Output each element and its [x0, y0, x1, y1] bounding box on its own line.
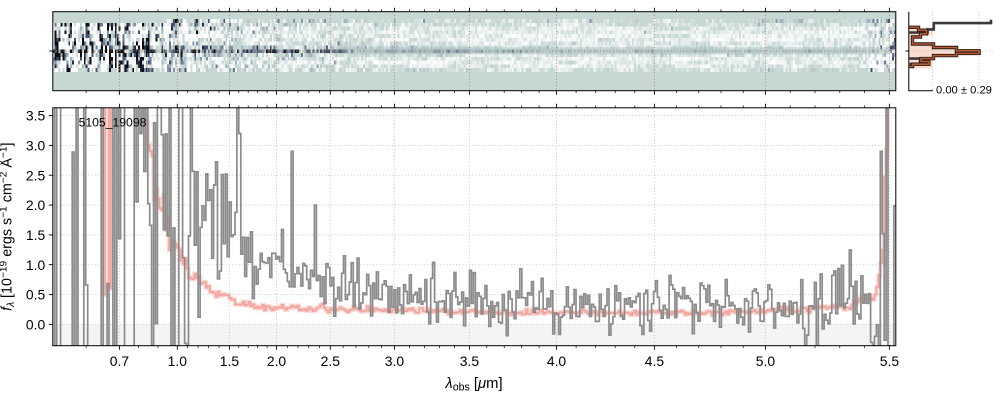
svg-text:0.0: 0.0 [26, 316, 46, 332]
svg-text:0.7: 0.7 [110, 353, 130, 369]
svg-text:λobs [μm]: λobs [μm] [444, 376, 502, 394]
svg-text:3.5: 3.5 [26, 108, 46, 124]
svg-text:1.0: 1.0 [26, 257, 46, 273]
svg-text:4.0: 4.0 [547, 353, 567, 369]
svg-text:2.5: 2.5 [26, 167, 46, 183]
svg-text:4.5: 4.5 [645, 353, 665, 369]
svg-text:5105_19098: 5105_19098 [79, 116, 147, 130]
svg-text:3.0: 3.0 [385, 353, 405, 369]
svg-text:fλ [10−19 ergs s−1 cm−2 Å−1]: fλ [10−19 ergs s−1 cm−2 Å−1] [0, 142, 17, 310]
svg-text:0.5: 0.5 [26, 287, 46, 303]
svg-text:1.5: 1.5 [26, 227, 46, 243]
svg-text:1.0: 1.0 [168, 353, 188, 369]
svg-text:1.5: 1.5 [220, 353, 240, 369]
svg-text:3.0: 3.0 [26, 138, 46, 154]
svg-text:2.0: 2.0 [267, 353, 287, 369]
svg-text:2.0: 2.0 [26, 197, 46, 213]
svg-text:3.5: 3.5 [460, 353, 480, 369]
svg-text:5.5: 5.5 [880, 353, 900, 369]
svg-text:0.00 ± 0.29: 0.00 ± 0.29 [936, 85, 992, 97]
svg-text:5.0: 5.0 [756, 353, 776, 369]
svg-text:2.5: 2.5 [321, 353, 341, 369]
